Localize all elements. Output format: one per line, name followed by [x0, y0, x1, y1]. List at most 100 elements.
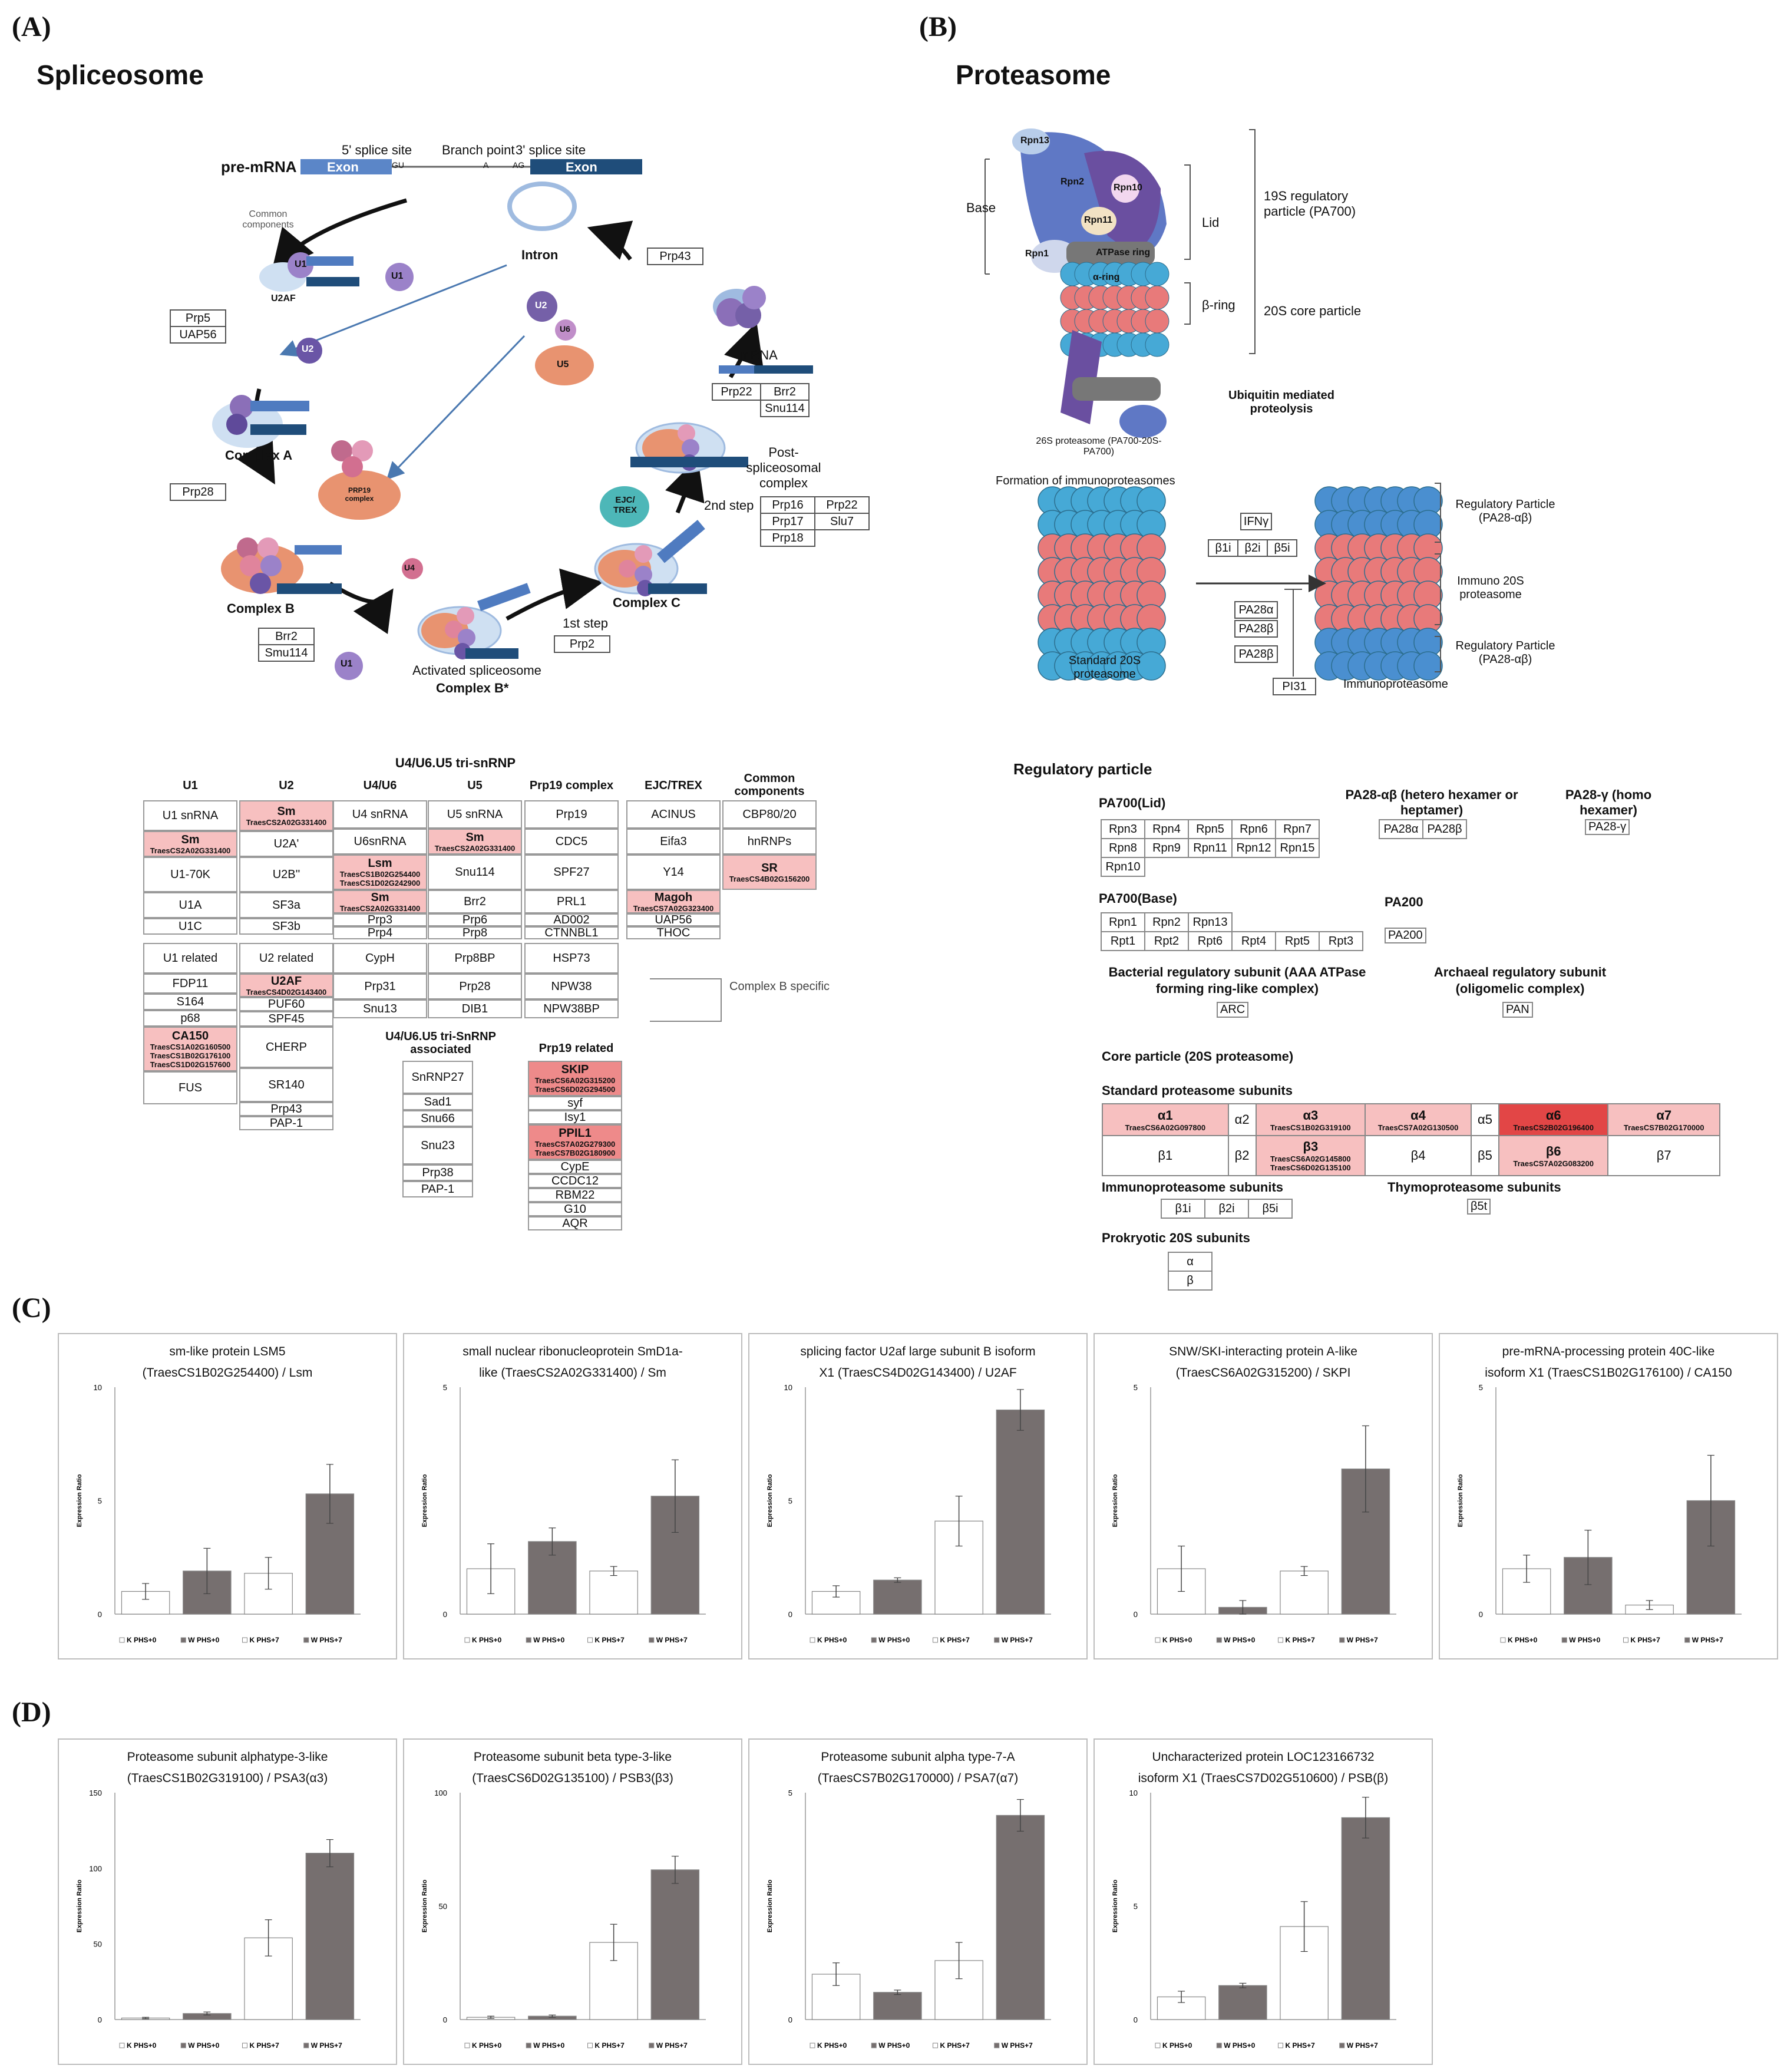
legend-swatch: [526, 2043, 531, 2048]
y-axis-label: Expression Ratio: [767, 1879, 774, 1932]
gene-id: TraesCS6D02G135100: [1270, 1163, 1351, 1172]
spl-u5-u5-snrna: U5 snRNA: [428, 800, 522, 829]
arc-table: ARC: [1216, 1002, 1249, 1018]
bar-chart-svg: 0 5 10 Expression Ratio K PHS+0 W PHS+0 K PHS+…: [1112, 1789, 1396, 2050]
pa28ab-table: PA28α PA28β: [1379, 819, 1467, 839]
y-tick-label: 10: [94, 1383, 102, 1392]
legend-swatch: [1155, 1637, 1161, 1643]
bar-w-phs-7: [305, 1853, 355, 2020]
legend-label-k-phs-0: K PHS+0: [817, 1636, 847, 1644]
spl-u4-u6-lsm-label: Lsm: [368, 857, 392, 870]
legend-label-w-phs-7: W PHS+7: [311, 2041, 342, 2050]
p26-label: 26S proteasome (PA700-20S-PA700): [1036, 436, 1162, 457]
spl-ejc-trex-eifa3-label: Eifa3: [660, 835, 687, 848]
spl-u4-u6-sm-label: Sm: [371, 890, 389, 904]
spl-u1-u1-70k-label: U1-70K: [170, 868, 210, 881]
tri-assoc-snu66: Snu66: [402, 1110, 473, 1127]
panel-d-chart-1: Proteasome subunit alphatype-3-like (Trae…: [58, 1738, 397, 2065]
u2-related-spf45: SPF45: [239, 1011, 333, 1027]
regulatory-particle-bottom-label: Regulatory Particle (PA28-αβ): [1455, 639, 1555, 666]
pa28b-box-1: PA28β: [1234, 620, 1278, 638]
prp19-related-syf-label: syf: [567, 1097, 583, 1110]
chart-title-line2: (TraesCS6D02G135100) / PSB3(β3): [472, 1771, 673, 1785]
chart-title-line2: (TraesCS1B02G254400) / Lsm: [142, 1366, 313, 1380]
prp19-b-npw38-label: NPW38: [551, 980, 592, 993]
complex-c-label: Complex C: [613, 595, 680, 610]
chart-title-line2: (TraesCS7B02G170000) / PSA7(α7): [817, 1771, 1019, 1785]
u5-b-dib1-label: DIB1: [461, 1002, 488, 1015]
proteasome-diagram: Base Lid 19S regulatory particle (PA700)…: [966, 118, 1691, 701]
legend-swatch: [871, 1637, 877, 1643]
u2-related-prp43-label: Prp43: [270, 1103, 302, 1116]
bar-k-phs-7: [1280, 1571, 1329, 1615]
legend-label-k-phs-0: K PHS+0: [1162, 2041, 1192, 2050]
spl-u4-u6-sm: Sm TraesCS2A02G331400: [333, 890, 427, 913]
pa200-cell: PA200: [1385, 928, 1426, 943]
prp19-b-npw38: NPW38: [524, 974, 619, 999]
legend-label-k-phs-0: K PHS+0: [127, 1636, 157, 1644]
u1-related-fdp11-label: FDP11: [172, 977, 209, 990]
prp19-related-aqr-label: AQR: [562, 1217, 588, 1230]
y-tick-label: 5: [1134, 1902, 1138, 1911]
gene-id: TraesCS6D02G294500: [534, 1085, 616, 1094]
y-tick-label: 150: [89, 1789, 102, 1797]
base-cell-rpt6: Rpt6: [1188, 931, 1233, 951]
legend-label-w-phs-7: W PHS+7: [1347, 2041, 1378, 2050]
spl-prp19-complex-spf27-label: SPF27: [553, 866, 590, 879]
complex-bstar-label: Complex B*: [436, 681, 509, 695]
standard-20s-label: Standard 20S proteasome: [1068, 654, 1141, 681]
complex-b-specific-label: Complex B specific: [729, 980, 830, 993]
legend-label-k-phs-7: K PHS+7: [1286, 1636, 1316, 1644]
tri-assoc-sad1: Sad1: [402, 1094, 473, 1110]
u2-related-cherp-label: CHERP: [265, 1041, 307, 1054]
tri-assoc-snu23: Snu23: [402, 1127, 473, 1164]
slu7-box: Slu7: [814, 513, 870, 530]
prp5-box: Prp5: [170, 309, 226, 327]
u1-related-fdp11: FDP11: [143, 974, 237, 994]
legend-swatch: [994, 2043, 1000, 2048]
uap56-box: UAP56: [170, 326, 226, 344]
spl-u1-sm-label: Sm: [181, 833, 200, 846]
chart-title-line1: sm-like protein LSM5: [169, 1345, 286, 1358]
prp19-b-npw38bp-label: NPW38BP: [543, 1002, 600, 1015]
bar-chart-svg: 0 50 100 150 Expression Ratio K PHS+0 W PHS+0 K…: [76, 1789, 361, 2050]
exon1-label: Exon: [327, 160, 359, 174]
legend-swatch: [1278, 1637, 1283, 1643]
standard-subunits-table: α1 TraesCS6A02G097800 α2 α3 TraesCS1B02G3191…: [1102, 1103, 1720, 1176]
gene-id: TraesCS6A02G315200: [534, 1076, 616, 1085]
bar-w-phs-7: [996, 1814, 1045, 2020]
legend-swatch: [464, 2043, 470, 2048]
u5-b-dib1: DIB1: [428, 999, 522, 1018]
legend-label-w-phs-0: W PHS+0: [1569, 1636, 1600, 1644]
tri-assoc-pap-1: PAP-1: [402, 1181, 473, 1197]
prp17-box: Prp17: [760, 513, 815, 530]
y-tick-label: 0: [788, 2015, 792, 2024]
std-subunit-4: β4: [1365, 1135, 1472, 1176]
prp22-box: Prp22: [712, 383, 761, 401]
prp19-related-skip-label: SKIP: [561, 1063, 589, 1076]
legend-swatch: [1339, 2043, 1345, 2048]
spl-u2-sf3a-label: SF3a: [272, 899, 300, 912]
chart-title-line2: X1 (TraesCS4D02G143400) / U2AF: [819, 1366, 1017, 1380]
legend-label-w-phs-0: W PHS+0: [533, 1636, 564, 1644]
std-subunit-5: β5: [1470, 1135, 1499, 1176]
gene-id: TraesCS7A02G323400: [633, 903, 714, 913]
bar-w-phs-7: [650, 1869, 700, 2020]
spl-u5-prp8-label: Prp8: [462, 926, 488, 939]
y-tick-label: 5: [788, 1789, 792, 1797]
bar-w-phs-0: [873, 1579, 922, 1615]
y-axis-label: Expression Ratio: [76, 1474, 83, 1527]
legend-label-k-phs-7: K PHS+7: [595, 2041, 625, 2050]
spl-u5-brr2: Brr2: [428, 890, 522, 913]
panel-d-chart-4: Uncharacterized protein LOC123166732 isof…: [1093, 1738, 1433, 2065]
immunoproteasome-label: Immunoproteasome: [1343, 678, 1448, 691]
legend-label-k-phs-0: K PHS+0: [1162, 1636, 1192, 1644]
pa28b-box-2: PA28β: [1234, 645, 1278, 663]
u2af-label: U2AF: [271, 293, 296, 303]
lid-cell-rpn5: Rpn5: [1188, 819, 1233, 839]
gu-label: GU: [392, 160, 404, 170]
panel-c-chart-4: SNW/SKI-interacting protein A-like (Traes…: [1093, 1333, 1433, 1659]
legend-swatch: [464, 1637, 470, 1643]
pa700-base-title: PA700(Base): [1099, 891, 1177, 906]
gene-id: TraesCS2A02G331400: [339, 903, 421, 913]
